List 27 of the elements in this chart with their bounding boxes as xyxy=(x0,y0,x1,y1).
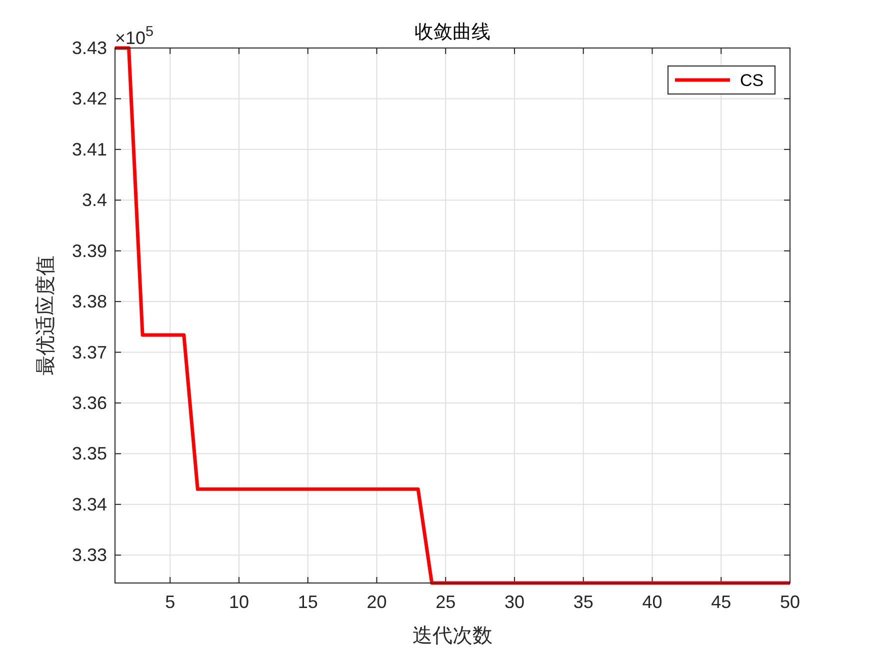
x-tick-label: 30 xyxy=(504,592,525,612)
x-tick-label: 25 xyxy=(436,592,456,612)
chart-title: 收敛曲线 xyxy=(414,22,490,43)
y-tick-label: 3.4 xyxy=(82,190,107,210)
x-tick-label: 10 xyxy=(228,592,249,612)
y-tick-label: 3.38 xyxy=(72,292,107,312)
y-axis-title: 最优适应度值 xyxy=(35,256,57,376)
x-tick-label: 35 xyxy=(573,592,594,612)
y-tick-label: 3.43 xyxy=(72,38,107,58)
x-tick-label: 15 xyxy=(298,592,318,612)
y-tick-label: 3.39 xyxy=(72,240,107,261)
x-axis-title: 迭代次数 xyxy=(412,625,492,647)
y-tick-label: 3.42 xyxy=(72,88,107,109)
x-tick-label: 45 xyxy=(711,592,732,612)
line-series xyxy=(113,46,792,585)
x-tick-label: 20 xyxy=(366,592,387,612)
y-tick-label: 3.36 xyxy=(72,392,107,413)
x-tick-label: 50 xyxy=(780,592,800,612)
y-tick-label: 3.35 xyxy=(72,444,107,464)
x-tick-label: 5 xyxy=(165,592,176,612)
annotation: ×10$^{5}$ xyxy=(115,24,154,48)
legend-label: CS xyxy=(740,71,764,90)
y-tick-label: 3.37 xyxy=(72,342,107,362)
y-tick-label: 3.41 xyxy=(72,139,107,160)
y-tick-label: 3.34 xyxy=(72,494,107,514)
y-tick-label: 3.33 xyxy=(72,545,107,566)
x-tick-label: 40 xyxy=(642,592,662,612)
